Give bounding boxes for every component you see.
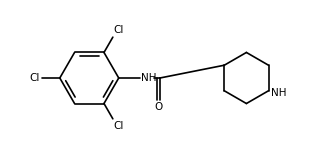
Text: NH: NH — [141, 73, 157, 83]
Text: NH: NH — [271, 88, 287, 98]
Text: Cl: Cl — [114, 121, 124, 131]
Text: Cl: Cl — [30, 73, 40, 83]
Text: Cl: Cl — [114, 25, 124, 35]
Text: O: O — [154, 102, 163, 112]
